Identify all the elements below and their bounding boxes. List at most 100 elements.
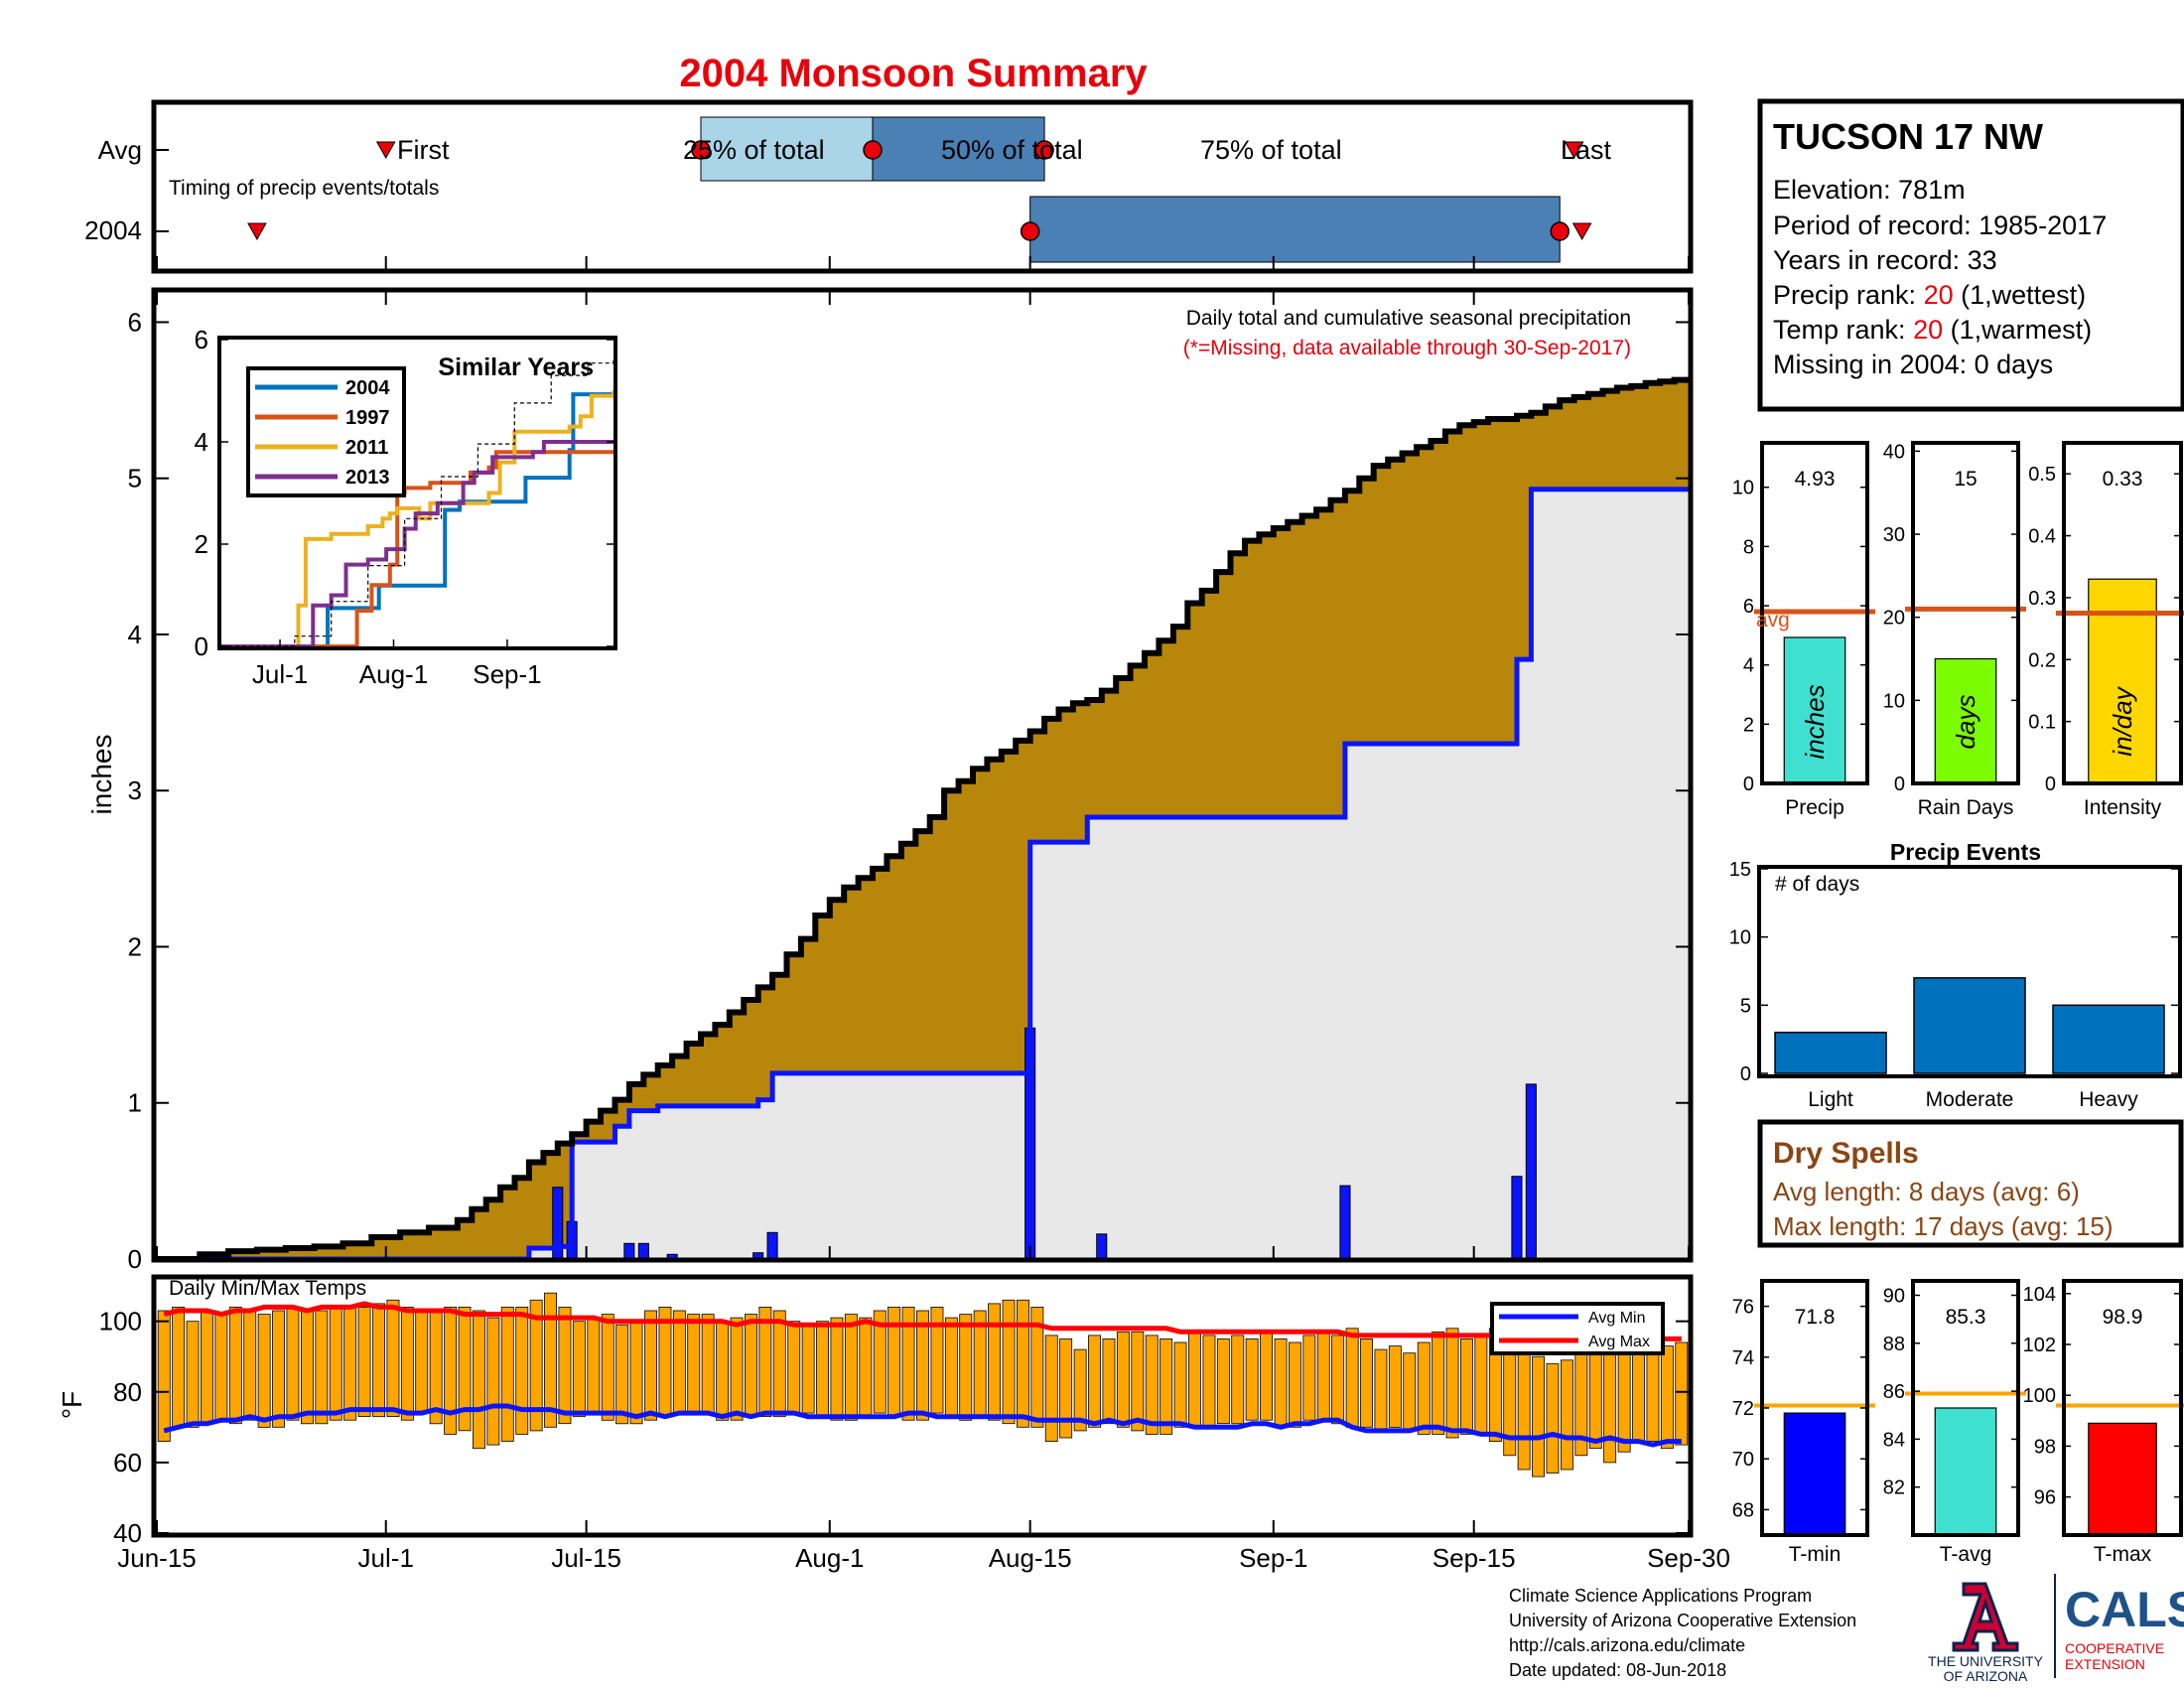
timing-marker-2004-25: [1020, 221, 1040, 241]
daily-precip-bar: [1511, 1176, 1523, 1260]
event-ytick-label: 0: [1740, 1063, 1751, 1085]
panel-ytick-label: 0: [1894, 774, 1905, 795]
temp-range-bar: [1231, 1335, 1245, 1425]
timing-label-75: 75% of total: [1200, 135, 1342, 165]
temp-range-bar: [1160, 1338, 1173, 1435]
temp-range-bar: [228, 1307, 242, 1425]
timing-bar-avg-q2: [872, 116, 1045, 182]
temp-range-bar: [787, 1321, 801, 1414]
year-cumulative-line: [157, 487, 1689, 1262]
ua-text-line1: THE UNIVERSITY: [1928, 1653, 2044, 1669]
temp-range-bar: [930, 1307, 944, 1414]
event-bar-heavy: [2052, 1004, 2165, 1074]
inset-legend-label-2013: 2013: [345, 467, 390, 489]
cals-text-line2: EXTENSION: [2065, 1656, 2145, 1672]
avg-cumulative-line: [157, 376, 1689, 1262]
panel-ytick-label: 0.5: [2028, 464, 2056, 486]
temp-range-bar: [1274, 1338, 1288, 1428]
temp-range-bar: [300, 1310, 314, 1425]
temp-range-bar: [1403, 1352, 1417, 1432]
inset-line-2011: [221, 390, 615, 648]
panel-ytick-label: 96: [2034, 1487, 2056, 1509]
panel-unit-intensity: in/day: [2108, 685, 2137, 756]
temp-ytick-label: 60: [113, 1448, 142, 1477]
event-ytick-label: 10: [1729, 927, 1751, 949]
dry-spells-box: Dry Spells Avg length: 8 days (avg: 6) M…: [1757, 1119, 2184, 1248]
panel-ytick-label: 98: [2034, 1436, 2056, 1458]
date-tick-label: Jun-15: [117, 1543, 197, 1573]
station-elevation: Elevation: 781m: [1773, 175, 1966, 205]
panel-frame-t_avg: [1911, 1279, 2020, 1537]
timing-bar-2004: [1029, 196, 1561, 263]
temp-range-bar: [544, 1292, 558, 1428]
temp-range-bar: [315, 1310, 329, 1425]
panel-ytick-label: 84: [1883, 1429, 1905, 1451]
temp-range-bar: [1388, 1345, 1402, 1428]
cals-text-line1: COOPERATIVE: [2065, 1640, 2164, 1656]
panel-rain_days: 0 10 20 30 40 15 Rain Days days: [1883, 441, 2026, 819]
temp-range-bar: [415, 1310, 429, 1414]
main-ytick-label: 5: [128, 464, 142, 493]
temp-range-bar: [458, 1307, 472, 1432]
inset-title: Similar Years: [438, 353, 594, 381]
cumulative-precip-chart: 0 1 2 3 4 5 6 inches Daily total and cumulativ…: [86, 287, 1694, 1274]
panel-value-t_avg: 85.3: [1946, 1306, 1986, 1329]
timing-marker-2004-75: [1550, 221, 1570, 241]
temp-range-bar: [1088, 1335, 1102, 1428]
temp-range-bar: [1660, 1345, 1674, 1450]
panel-category-t_avg: T-avg: [1940, 1543, 1992, 1566]
temp-range-bar: [1532, 1355, 1546, 1477]
panel-ytick-label: 104: [2023, 1284, 2056, 1306]
temp-range-bar: [844, 1314, 858, 1421]
main-ytick-label: 1: [128, 1088, 142, 1118]
precip-events-title: Precip Events: [1890, 839, 2041, 865]
temp-chart-label: Daily Min/Max Temps: [169, 1277, 366, 1300]
temp-range-bar: [745, 1314, 757, 1418]
figure-title: 2004 Monsoon Summary: [679, 52, 1148, 95]
year-cumulative-area: [157, 489, 1689, 1259]
timing-panel: Avg 2004 Timing of precip events/totals …: [84, 99, 1694, 274]
footer-credits: Climate Science Applications Program Uni…: [1509, 1586, 1856, 1680]
panel-value-t_min: 71.8: [1795, 1306, 1836, 1329]
similar-years-inset: 0 2 4 6 Jul-1 Aug-1 Sep-1 Similar Years 2004 19…: [195, 325, 617, 689]
panel-unit-rain_days: days: [1951, 695, 1980, 750]
temp-range-bar: [944, 1317, 958, 1418]
panel-ytick-label: 74: [1732, 1347, 1754, 1369]
panel-category-t_min: T-min: [1789, 1543, 1842, 1566]
temp-range-bar: [716, 1321, 730, 1421]
date-tick-label: Jul-1: [358, 1543, 414, 1573]
temp-range-bar: [1617, 1338, 1631, 1453]
panel-ytick-label: 86: [1883, 1381, 1905, 1403]
daily-precip-bar: [623, 1242, 635, 1260]
main-ytick-label: 6: [128, 307, 142, 337]
station-box-frame: [1757, 98, 2184, 412]
temp-range-bar: [400, 1307, 414, 1421]
temp-range-bar: [357, 1307, 371, 1418]
temp-range-bar: [329, 1307, 342, 1421]
panel-bar-t_max: [2088, 1422, 2157, 1536]
inset-xtick-label: Jul-1: [252, 659, 308, 689]
temp-range-bar: [1059, 1338, 1073, 1439]
timing-marker-avg-75: [1034, 140, 1054, 160]
temp-range-bar: [1145, 1335, 1159, 1435]
station-temp-rank: Temp rank: 20 (1,warmest): [1773, 315, 2092, 345]
daily-precip-bar: [1096, 1233, 1108, 1260]
temp-range-bar: [472, 1310, 485, 1450]
temp-range-bar: [1017, 1299, 1029, 1428]
timing-bar-avg-q1: [700, 116, 874, 182]
temp-range-bar: [587, 1317, 601, 1414]
temp-chart-frame: [151, 1274, 1694, 1538]
panel-ytick-label: 0.1: [2028, 712, 2056, 734]
panel-category-t_max: T-max: [2094, 1543, 2152, 1566]
temp-range-bar: [1445, 1328, 1459, 1439]
precip-events-ylabel: # of days: [1775, 873, 1859, 896]
station-name: TUCSON 17 NW: [1773, 116, 2043, 157]
temp-range-bar: [1116, 1331, 1130, 1428]
arizona-a-icon: [1952, 1582, 2019, 1652]
panel-frame-rain_days: [1911, 441, 2020, 785]
panel-category-rain_days: Rain Days: [1918, 796, 2014, 819]
temp-range-bar: [1260, 1331, 1274, 1421]
inset-ytick-label: 2: [195, 529, 208, 559]
panel-ytick-label: 102: [2023, 1335, 2056, 1356]
cals-logo: CALS COOPERATIVE EXTENSION: [2065, 1582, 2184, 1672]
